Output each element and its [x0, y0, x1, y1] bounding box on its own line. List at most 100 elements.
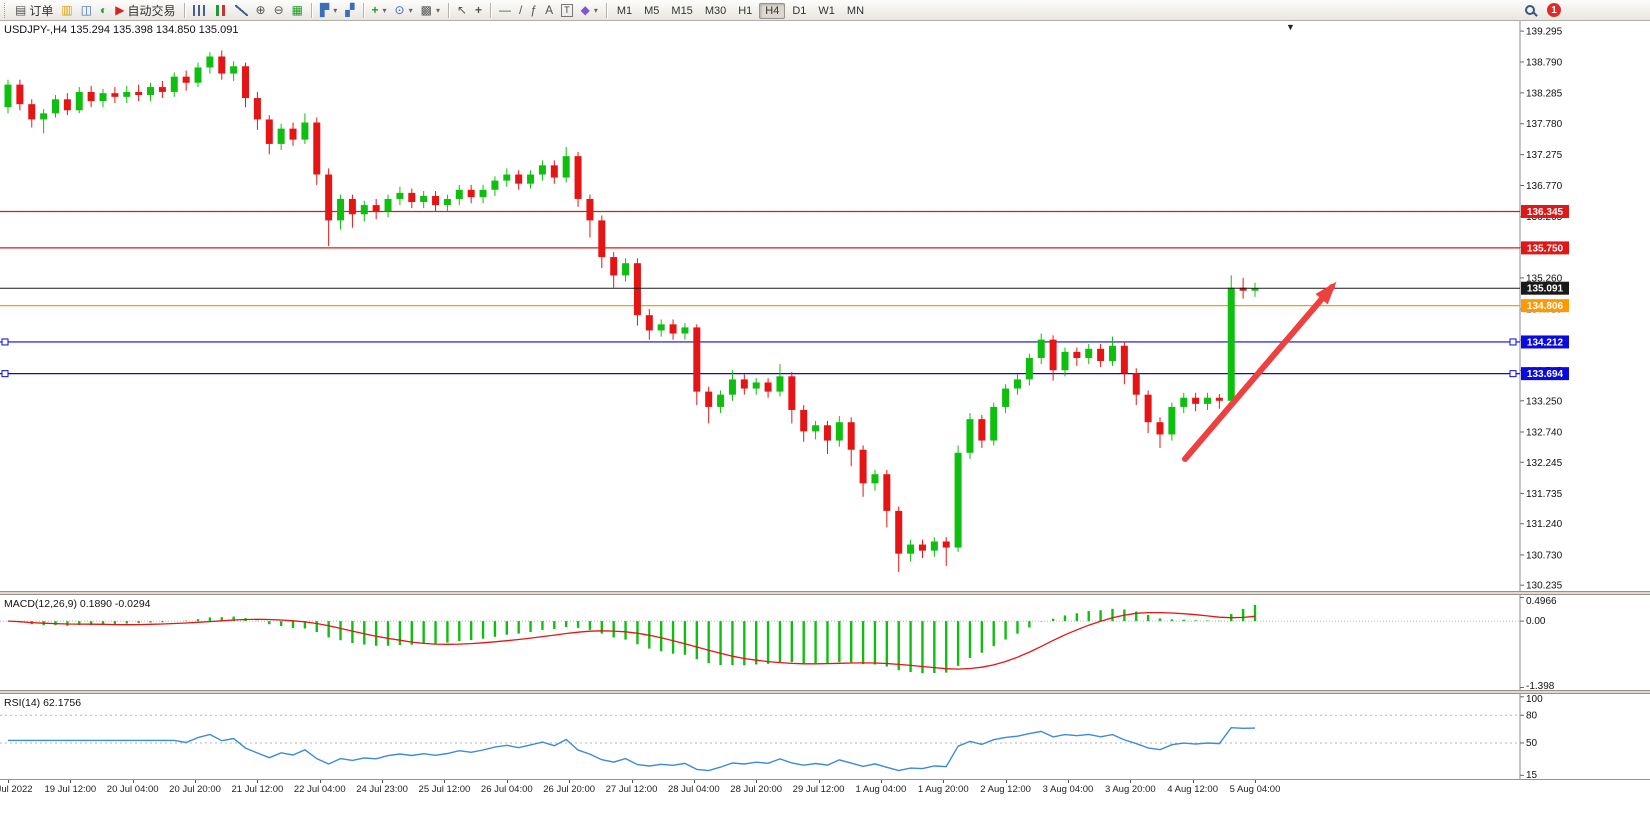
- templates-button[interactable]: ▩ ▾: [417, 1, 444, 19]
- panel-splitter[interactable]: [0, 591, 1650, 595]
- timeframe-toolbar: M1 M5 M15 M30 H1 H4 D1 W1 MN: [611, 3, 870, 19]
- macd-canvas[interactable]: 0.4966 0.00 -1.398: [0, 595, 1650, 690]
- toolbar: ▤ 订单 ▥ ◫ ◐ ▶ 自动交易 ⊕ ⊖ ▦ ▛ ▾ ▞ + ▾ ⊙ ▾ ▩ …: [0, 0, 1650, 21]
- time-axis-tick: [943, 780, 945, 783]
- toolbar-separator: [183, 2, 185, 18]
- fibonacci-icon: ƒ: [530, 3, 538, 17]
- navigator-button[interactable]: ◐: [96, 1, 111, 19]
- price-axis-label: 137.780: [1526, 119, 1563, 130]
- time-axis-tick: [132, 780, 134, 783]
- periods-clock-icon: ⊙: [394, 3, 405, 17]
- crosshair-tool-button[interactable]: +: [471, 1, 486, 19]
- new-order-button[interactable]: ▤ 订单: [11, 1, 57, 19]
- time-axis-label: 29 Jul 12:00: [792, 784, 845, 795]
- svg-text:133.694: 133.694: [1527, 369, 1564, 380]
- time-axis-tick: [444, 780, 446, 783]
- shapes-tool-button[interactable]: ◆ ▾: [577, 1, 602, 19]
- toolbar-separator: [605, 2, 607, 18]
- time-axis-tick: [1130, 780, 1132, 783]
- line-chart-button[interactable]: [231, 1, 252, 19]
- line-handle[interactable]: [1509, 338, 1517, 346]
- scroll-to-end-icon[interactable]: ▼: [1286, 22, 1295, 32]
- cursor-icon: ↖: [456, 3, 468, 17]
- svg-text:136.345: 136.345: [1527, 207, 1564, 218]
- timeframe-w1-button[interactable]: W1: [818, 5, 835, 17]
- price-axis-label: 130.730: [1526, 550, 1563, 561]
- profiles-icon: ▥: [61, 3, 73, 17]
- price-axis-label: 139.295: [1526, 27, 1563, 38]
- price-axis-label: 133.250: [1526, 396, 1563, 407]
- time-axis[interactable]: 18 Jul 2022 19 Jul 12:00 20 Jul 04:00 20 Ju…: [0, 779, 1650, 797]
- zoom-in-icon: ⊕: [255, 3, 266, 17]
- periods-button[interactable]: ⊙ ▾: [391, 1, 417, 19]
- add-indicator-button[interactable]: + ▾: [368, 1, 391, 19]
- candlestick-chart-icon: [213, 4, 227, 16]
- time-axis-tick: [631, 780, 633, 783]
- timeframe-m15-button[interactable]: M15: [671, 5, 693, 17]
- market-watch-button[interactable]: ◫: [77, 1, 96, 19]
- timeframe-h1-button[interactable]: H1: [738, 5, 753, 17]
- profiles-button[interactable]: ▥: [57, 1, 76, 19]
- timeframe-m30-button[interactable]: M30: [704, 5, 727, 17]
- toolbar-separator: [447, 2, 449, 18]
- bar-chart-button[interactable]: [189, 1, 210, 19]
- chevron-down-icon: ▾: [333, 5, 338, 15]
- line-handle[interactable]: [1, 338, 9, 346]
- time-axis-tick: [818, 780, 820, 783]
- text-label-icon: T: [561, 3, 573, 17]
- price-chart-canvas[interactable]: 139.295 138.790 138.285 137.780 137.275 136.7…: [0, 21, 1650, 591]
- macd-axis-label: -1.398: [1526, 681, 1555, 690]
- timeframe-mn-button[interactable]: MN: [846, 5, 865, 17]
- autotrading-label: 自动交易: [127, 3, 176, 18]
- text-label-tool-button[interactable]: T: [557, 1, 577, 19]
- price-axis-label: 136.770: [1526, 181, 1563, 192]
- toolbar-separator: [490, 2, 492, 18]
- trend-arrow[interactable]: [1182, 284, 1335, 462]
- time-axis-label: 26 Jul 04:00: [480, 784, 533, 795]
- toolbar-right-group: 1: [1525, 3, 1561, 17]
- time-axis-label: 28 Jul 04:00: [667, 784, 720, 795]
- time-axis-label: 1 Aug 04:00: [855, 784, 907, 795]
- chevron-down-icon: ▾: [408, 5, 413, 15]
- cursor-tool-button[interactable]: ↖: [453, 1, 471, 19]
- timeframe-m5-button[interactable]: M5: [644, 5, 660, 17]
- rsi-canvas[interactable]: 100 80 50 15: [0, 694, 1650, 779]
- crosshair-icon: +: [475, 3, 483, 17]
- time-axis-label: 18 Jul 2022: [0, 784, 33, 795]
- candlestick-chart-button[interactable]: [210, 1, 231, 19]
- zoom-out-button[interactable]: ⊖: [270, 1, 288, 19]
- autotrading-button[interactable]: ▶ 自动交易: [111, 1, 179, 19]
- svg-text:134.806: 134.806: [1527, 301, 1564, 312]
- panel-splitter[interactable]: [0, 690, 1650, 694]
- time-axis-tick: [506, 780, 508, 783]
- chart-window: 139.295 138.790 138.285 137.780 137.275 136.7…: [0, 21, 1650, 830]
- tile-windows-button[interactable]: ▦: [288, 1, 307, 19]
- auto-arrange-icon: ▛: [320, 3, 330, 17]
- macd-label: MACD(12,26,9) 0.1890 -0.0294: [4, 598, 151, 610]
- text-tool-button[interactable]: A: [541, 1, 557, 19]
- timeframe-h4-button[interactable]: H4: [759, 3, 786, 19]
- notification-badge[interactable]: 1: [1547, 3, 1561, 17]
- time-axis-label: 22 Jul 04:00: [293, 784, 346, 795]
- cascade-button[interactable]: ▞: [341, 1, 358, 19]
- search-icon[interactable]: [1525, 5, 1535, 15]
- trendline-tool-button[interactable]: /: [515, 1, 526, 19]
- bottom-strip: [0, 797, 1650, 830]
- line-handle[interactable]: [1509, 370, 1517, 378]
- timeframe-d1-button[interactable]: D1: [792, 5, 807, 17]
- autotrading-icon: ▶: [115, 3, 125, 17]
- toolbar-grip[interactable]: [4, 2, 8, 18]
- timeframe-m1-button[interactable]: M1: [616, 5, 633, 17]
- horizontal-line-tool-button[interactable]: —: [495, 1, 515, 19]
- time-axis-tick: [1005, 780, 1007, 783]
- svg-text:135.750: 135.750: [1527, 243, 1564, 254]
- time-axis-tick: [1192, 780, 1194, 783]
- auto-arrange-button[interactable]: ▛ ▾: [316, 1, 341, 19]
- zoom-in-button[interactable]: ⊕: [252, 1, 270, 19]
- price-axis-label: 131.240: [1526, 519, 1563, 530]
- fibonacci-tool-button[interactable]: ƒ: [526, 1, 541, 19]
- line-handle[interactable]: [1, 370, 9, 378]
- time-axis-label: 25 Jul 12:00: [418, 784, 471, 795]
- trendline-icon: /: [519, 3, 523, 17]
- chevron-down-icon: ▾: [593, 5, 598, 15]
